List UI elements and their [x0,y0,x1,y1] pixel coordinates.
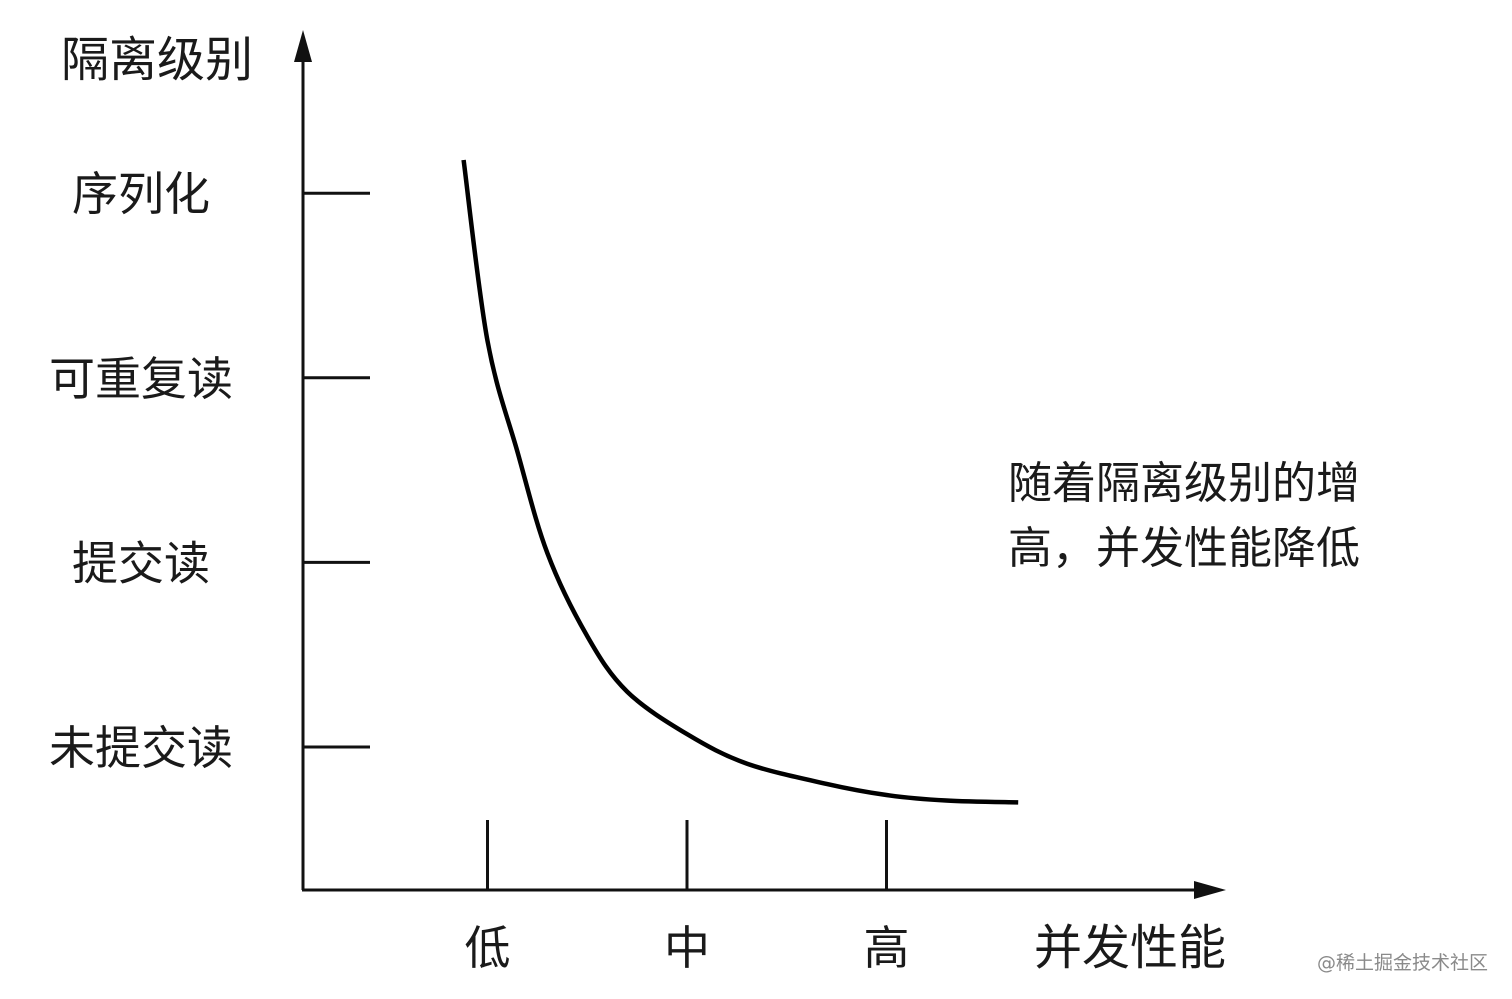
x-axis-arrow [1194,881,1226,899]
x-axis-title: 并发性能 [1034,920,1226,976]
y-axis-arrow [294,30,312,62]
y-tick-label: 提交读 [72,536,210,590]
watermark: @稀土掘金技术社区 [1317,952,1488,974]
x-tick-label: 中 [664,921,710,975]
x-tick-label: 高 [864,921,910,975]
y-tick-label: 可重复读 [49,352,233,406]
y-ticks: 未提交读 提交读 可重复读 序列化 [49,167,370,775]
annotation-line-2: 高，并发性能降低 [1008,523,1360,574]
y-tick-label: 未提交读 [49,721,233,775]
y-tick-label: 序列化 [72,167,210,221]
x-tick-label: 低 [465,921,511,975]
annotation-line-1: 随着隔离级别的增 [1008,458,1360,509]
y-axis-title: 隔离级别 [61,32,253,88]
isolation-performance-curve [461,159,1019,805]
x-ticks: 低中高 [465,820,910,975]
